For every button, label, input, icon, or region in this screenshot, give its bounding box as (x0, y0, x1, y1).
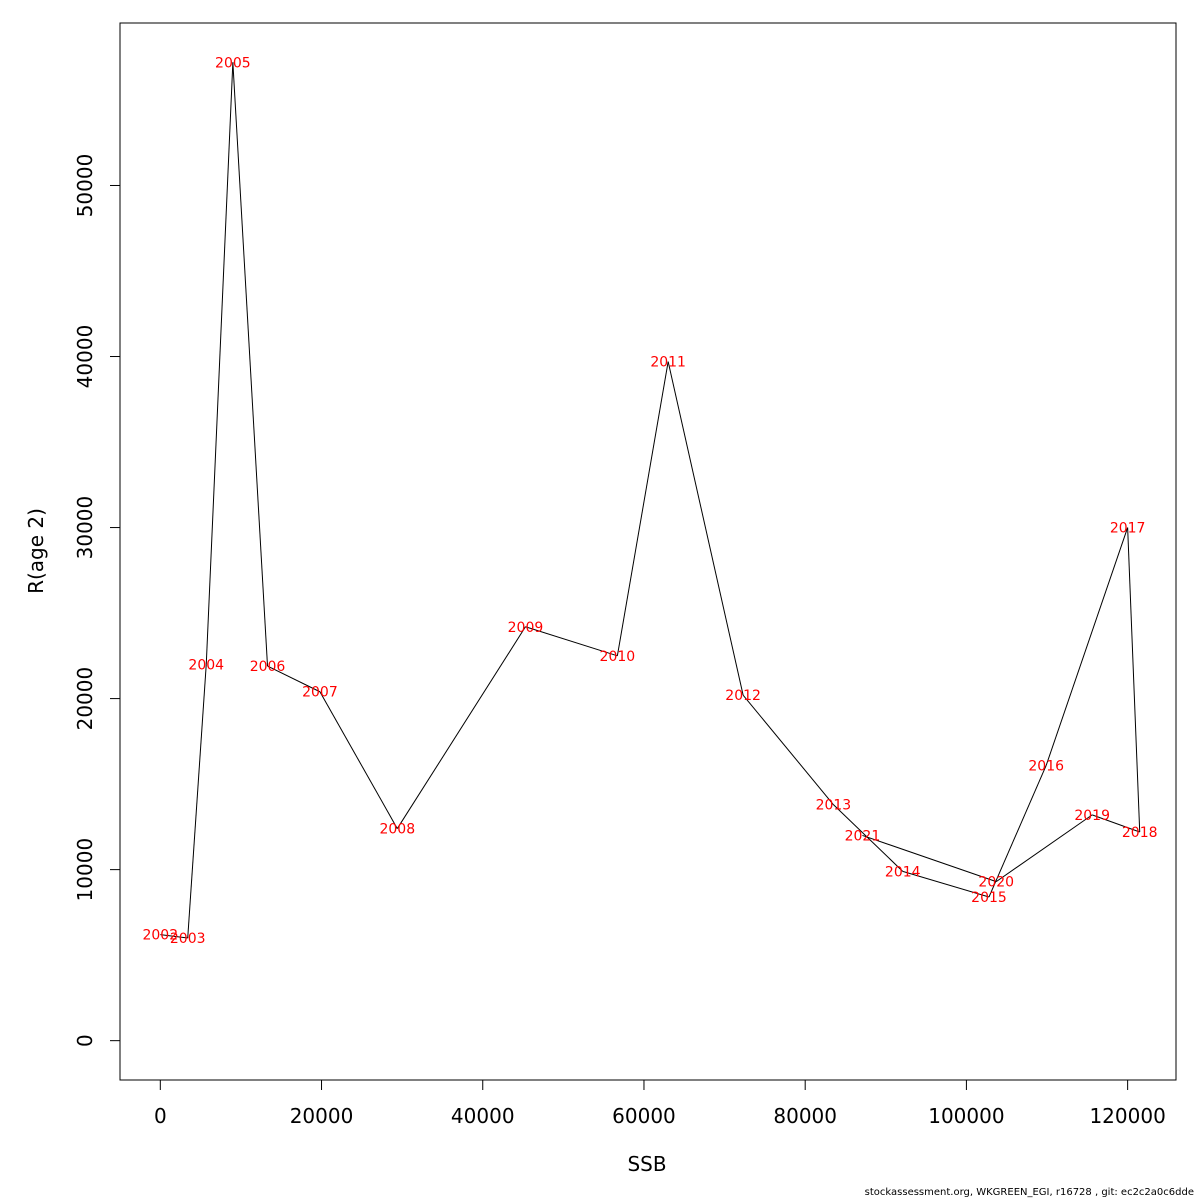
series-segment (833, 804, 904, 872)
y-tick-label: 10000 (73, 838, 97, 902)
x-tick-label: 60000 (612, 1104, 676, 1128)
point-label: 2018 (1122, 825, 1158, 841)
series-segment (525, 626, 618, 657)
y-tick-label: 20000 (73, 667, 97, 731)
y-axis-title: R(age 2) (24, 508, 48, 594)
series-segment (205, 62, 234, 665)
point-label: 2020 (978, 875, 1014, 891)
point-label: 2012 (725, 688, 761, 704)
series-segment (995, 814, 1093, 883)
point-label: 2003 (170, 931, 206, 947)
point-label: 2010 (600, 649, 636, 665)
point-label: 2007 (302, 685, 338, 701)
series-segment (319, 691, 398, 829)
series-segment (396, 626, 526, 829)
point-label: 2005 (215, 55, 251, 71)
y-tick-label: 30000 (73, 496, 97, 560)
point-label: 2006 (250, 659, 286, 675)
x-axis-title: SSB (627, 1152, 666, 1176)
series-segment (902, 870, 990, 898)
point-label: 2002 (142, 928, 178, 944)
x-tick-label: 20000 (290, 1104, 354, 1128)
series-line (160, 62, 1141, 939)
x-tick-label: 120000 (1089, 1104, 1165, 1128)
point-label: 2004 (188, 657, 224, 673)
x-tick-label: 80000 (773, 1104, 837, 1128)
y-tick-label: 40000 (73, 325, 97, 389)
series-segment (988, 765, 1047, 898)
series-segment (267, 665, 321, 693)
point-label: 2014 (885, 864, 921, 880)
x-axis: 0 20000 40000 60000 80000 100000 120000 (154, 1079, 1166, 1128)
x-tick-label: 100000 (928, 1104, 1004, 1128)
y-axis: 0 10000 20000 30000 40000 50000 (73, 154, 121, 1047)
y-tick-label: 0 (73, 1034, 97, 1047)
point-label: 2016 (1028, 758, 1064, 774)
point-label: 2011 (650, 355, 686, 371)
point-label: 2009 (508, 620, 544, 636)
point-label: 2013 (816, 798, 852, 814)
series-segment (616, 361, 669, 656)
x-tick-label: 0 (154, 1104, 167, 1128)
series-segment (667, 361, 744, 696)
series-segment (862, 834, 997, 883)
series-segment (187, 664, 207, 939)
point-label: 2008 (379, 822, 415, 838)
x-tick-label: 40000 (451, 1104, 515, 1128)
point-label: 2017 (1110, 521, 1146, 537)
series-segment (1127, 527, 1141, 833)
plot-frame (119, 22, 1177, 1081)
point-label: 2015 (971, 890, 1007, 906)
point-label: 2021 (845, 828, 881, 844)
footer-credit: stockassessment.org, WKGREEN_EGI, r16728… (864, 1187, 1194, 1198)
series-segment (232, 62, 269, 667)
y-tick-label: 50000 (73, 154, 97, 218)
series-segment (160, 934, 188, 939)
series-segment (1045, 527, 1129, 766)
series-segment (1091, 814, 1140, 833)
series-segment (742, 694, 834, 805)
point-label: 2019 (1074, 808, 1110, 824)
